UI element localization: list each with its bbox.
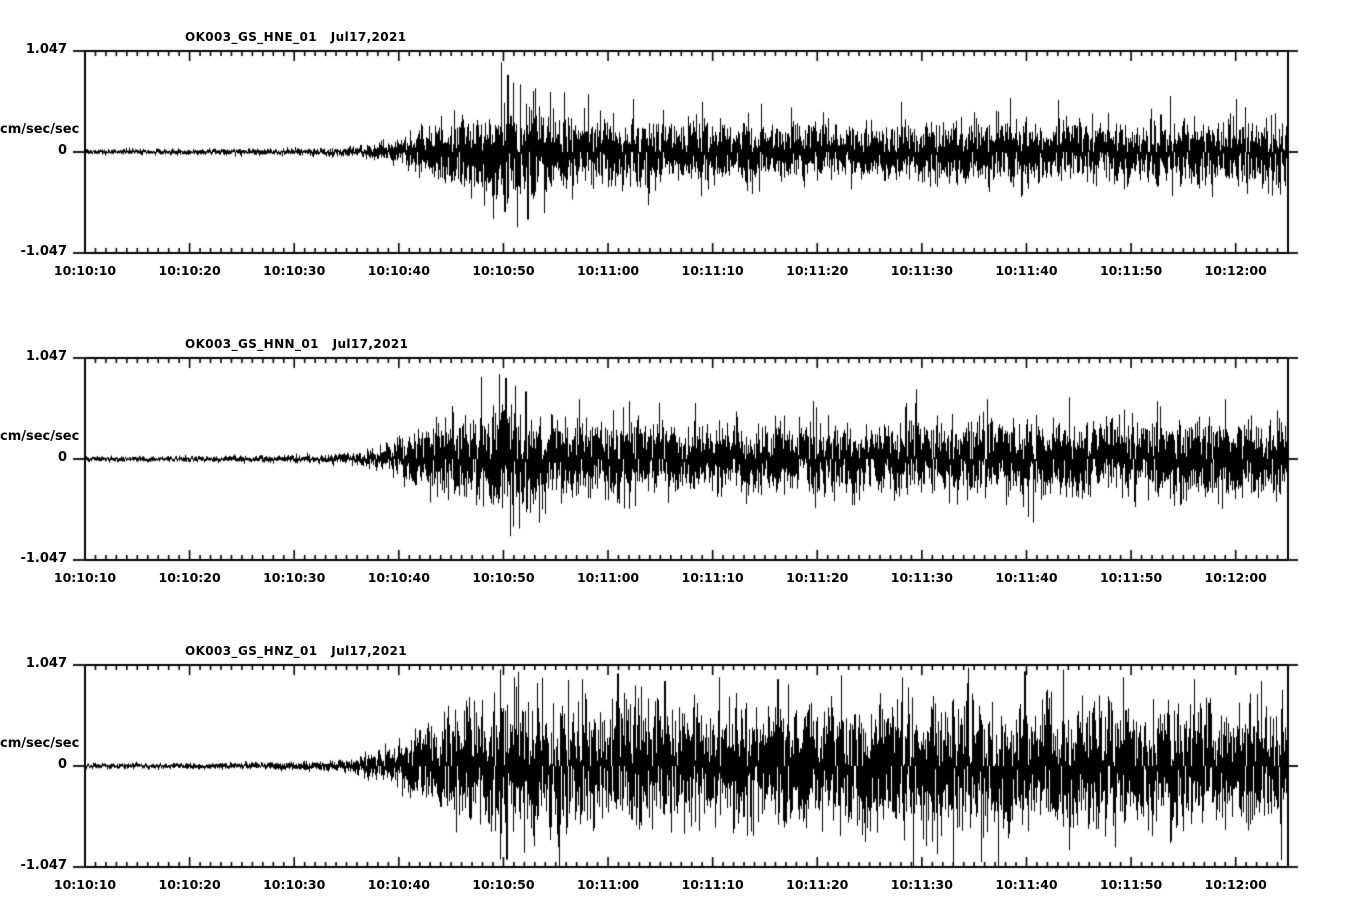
x-axis-tick-label: 10:10:50	[472, 877, 535, 892]
x-axis-tick-label: 10:11:20	[786, 877, 849, 892]
y-axis-min-label-hnz: -1.047	[20, 858, 67, 873]
x-axis-tick-label: 10:11:30	[890, 877, 953, 892]
x-axis-tick-label: 10:10:20	[158, 877, 221, 892]
x-axis-tick-label: 10:11:00	[576, 877, 640, 892]
x-axis-tick-label: 10:11:40	[995, 877, 1058, 892]
x-axis-tick-label: 10:11:10	[681, 877, 744, 892]
x-axis-tick-label: 10:10:30	[263, 877, 326, 892]
x-axis-tick-label: 10:11:50	[1099, 877, 1163, 892]
y-axis-max-label-hnz: 1.047	[25, 656, 67, 671]
y-axis-unit-label-hnz: cm/sec/sec	[0, 736, 80, 751]
x-axis-tick-label: 10:10:10	[53, 877, 117, 892]
y-axis-zero-label-hnz: 0	[57, 757, 67, 772]
x-axis-tick-label: 10:12:00	[1204, 877, 1267, 892]
x-axis-tick-label: 10:10:40	[367, 877, 430, 892]
